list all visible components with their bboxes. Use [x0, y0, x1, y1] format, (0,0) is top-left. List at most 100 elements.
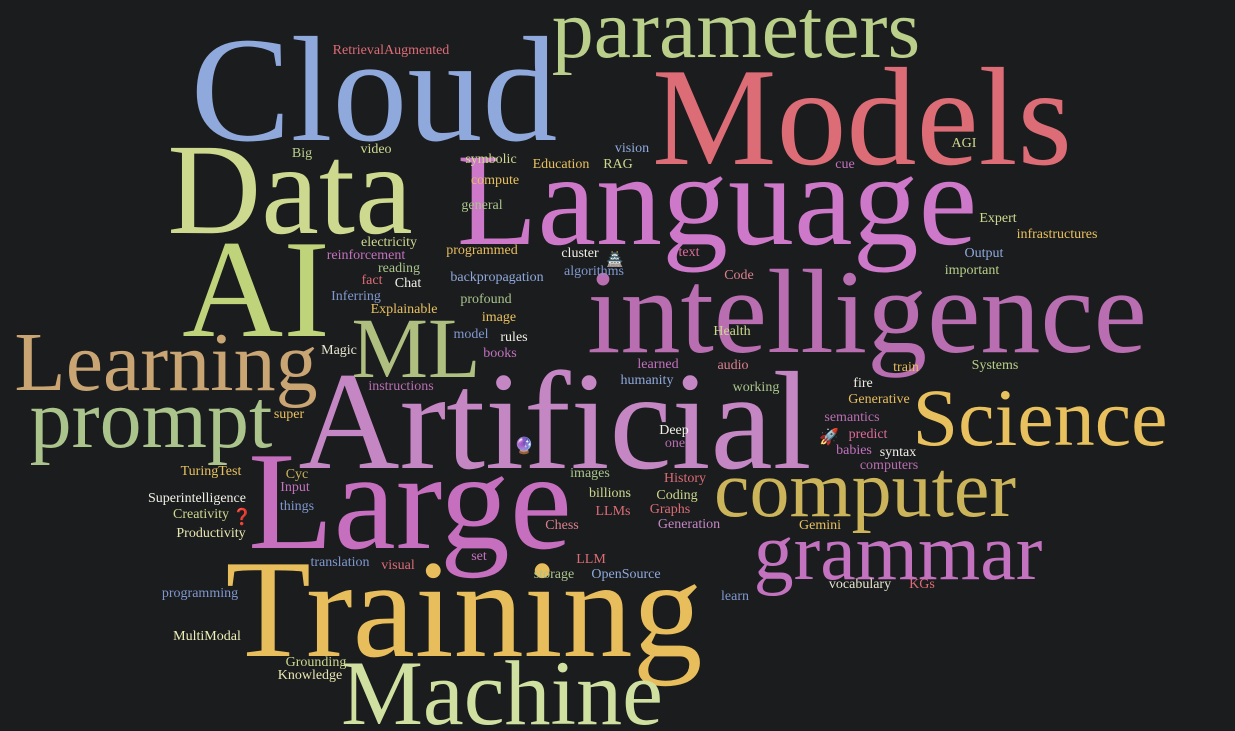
- word-fire: fire: [853, 376, 873, 391]
- word-multimodal: MultiModal: [173, 629, 241, 644]
- word-babies: babies: [836, 443, 872, 458]
- word-machine: Machine: [341, 642, 663, 731]
- word-data: Data: [167, 118, 413, 262]
- word-kgs: KGs: [909, 577, 935, 592]
- word-text: text: [678, 245, 700, 260]
- word-generative: Generative: [848, 392, 910, 407]
- word-cloud: Cloud: [190, 7, 558, 173]
- word-important: important: [944, 263, 1000, 278]
- word-productivity: Productivity: [176, 526, 246, 541]
- word-cyc: Cyc: [285, 467, 309, 482]
- word-knowledge: Knowledge: [277, 668, 343, 683]
- word-video: video: [360, 142, 392, 157]
- word-images: images: [570, 466, 610, 481]
- word-grounding: Grounding: [285, 655, 347, 670]
- word-expert: Expert: [979, 211, 1017, 226]
- word-large: Large: [248, 424, 572, 579]
- word-set: set: [471, 549, 487, 564]
- word-rag: RAG: [603, 157, 633, 172]
- word-superintelligence: Superintelligence: [148, 491, 246, 506]
- word-artificial: Artificial: [298, 344, 812, 499]
- word-cue: cue: [835, 157, 855, 172]
- word-code: Code: [724, 268, 754, 283]
- word-deep: Deep: [659, 423, 689, 438]
- word-creativity: Creativity: [173, 507, 229, 522]
- word-inferring: Inferring: [331, 289, 381, 304]
- word-training: Training: [225, 532, 703, 687]
- castle-icon: 🏯: [606, 252, 624, 268]
- word-books: books: [483, 346, 517, 361]
- word-billions: billions: [588, 486, 632, 501]
- word-graphs: Graphs: [649, 502, 691, 517]
- word-storage: storage: [533, 567, 575, 582]
- word-models: Models: [652, 40, 1072, 195]
- word-learn: learn: [721, 589, 749, 604]
- word-big: Big: [291, 146, 313, 161]
- word-instructions: instructions: [368, 379, 434, 394]
- word-vocabulary: vocabulary: [828, 577, 892, 592]
- rocket-icon: 🚀: [819, 427, 839, 446]
- word-working: working: [732, 380, 780, 395]
- word-image: image: [481, 310, 517, 325]
- word-one: one: [664, 436, 686, 451]
- word-model: model: [453, 327, 489, 342]
- word-symbolic: symbolic: [465, 152, 517, 167]
- word-syntax: syntax: [879, 445, 917, 460]
- word-chat: Chat: [394, 276, 422, 291]
- word-gemini: Gemini: [799, 518, 841, 533]
- word-profound: profound: [460, 292, 512, 307]
- word-rules: rules: [500, 330, 528, 345]
- word-translation: translation: [310, 555, 370, 570]
- word-learned: learned: [637, 357, 679, 372]
- word-prompt: prompt: [29, 373, 273, 466]
- word-history: History: [664, 471, 706, 486]
- word-general: general: [461, 198, 503, 213]
- word-reinforcement: reinforcement: [326, 248, 406, 263]
- word-ai: AI: [182, 212, 330, 367]
- word-health: Health: [713, 324, 751, 339]
- word-output: Output: [964, 246, 1004, 261]
- word-audio: audio: [717, 358, 749, 373]
- word-llm: LLM: [576, 552, 606, 567]
- word-super: super: [273, 407, 305, 422]
- word-fact: fact: [361, 273, 383, 288]
- word-systems: Systems: [971, 358, 1019, 373]
- word-backpropagation: backpropagation: [450, 270, 544, 285]
- word-turingtest: TuringTest: [180, 464, 242, 479]
- word-magic: Magic: [321, 343, 357, 358]
- word-learning: Learning: [14, 316, 318, 409]
- word-reading: reading: [378, 261, 420, 276]
- word-predict: predict: [848, 427, 888, 442]
- word-infrastructures: infrastructures: [1016, 227, 1098, 242]
- word-generation: Generation: [657, 517, 721, 532]
- word-cluster: cluster: [561, 246, 599, 261]
- word-programming: programming: [161, 586, 239, 601]
- word-language: Language: [456, 126, 978, 273]
- word-things: things: [279, 499, 315, 514]
- word-input: Input: [280, 480, 310, 495]
- question-mark-icon: ❓: [232, 507, 252, 526]
- crystal-ball-icon: 🔮: [514, 436, 534, 455]
- word-vision: vision: [614, 141, 650, 156]
- word-semantics: semantics: [824, 410, 880, 425]
- word-humanity: humanity: [620, 373, 674, 388]
- word-agi: AGI: [951, 136, 977, 151]
- word-science: Science: [912, 372, 1168, 463]
- word-algorithms: algorithms: [564, 264, 624, 279]
- word-opensource: OpenSource: [591, 567, 661, 582]
- word-coding: Coding: [656, 488, 698, 503]
- word-computer: computer: [713, 446, 1017, 534]
- word-chess: Chess: [545, 518, 579, 533]
- word-llms: LLMs: [595, 504, 631, 519]
- word-electricity: electricity: [361, 235, 417, 250]
- word-ml: ML: [351, 300, 481, 396]
- word-train: train: [893, 360, 919, 375]
- word-compute: compute: [470, 173, 520, 188]
- word-parameters: parameters: [551, 0, 921, 76]
- word-computers: computers: [859, 458, 919, 473]
- word-explainable: Explainable: [370, 302, 438, 317]
- word-education: Education: [532, 157, 590, 172]
- word-retrievalaugmented: RetrievalAugmented: [332, 43, 450, 58]
- word-visual: visual: [381, 558, 415, 573]
